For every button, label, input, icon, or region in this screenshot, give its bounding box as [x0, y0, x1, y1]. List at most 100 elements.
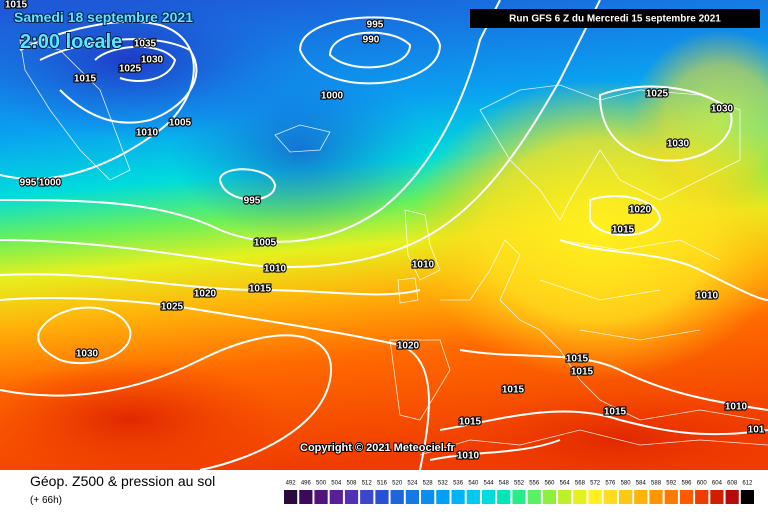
- scale-swatch: [436, 490, 450, 504]
- isobar-label: 1025: [119, 64, 142, 75]
- scale-swatch: [421, 490, 435, 504]
- run-info: Run GFS 6 Z du Mercredi 15 septembre 202…: [509, 14, 721, 25]
- isobar-label: 1035: [134, 39, 157, 50]
- isobar-label: 1015: [74, 74, 97, 85]
- isobar-label: 1025: [646, 89, 669, 100]
- scale-swatch: [740, 490, 754, 504]
- scale-swatch: [329, 490, 343, 504]
- coastlines: [19, 39, 768, 456]
- ridge-area: [630, 30, 768, 210]
- isobar-label: 1010: [696, 291, 719, 302]
- scale-label: 592: [666, 481, 677, 487]
- scale-swatch: [603, 490, 617, 504]
- scale-swatch: [573, 490, 587, 504]
- isobar-label: 1015: [566, 354, 589, 365]
- scale-label: 604: [712, 481, 723, 487]
- scale-swatch: [360, 490, 374, 504]
- scale-label: 612: [742, 481, 753, 487]
- scale-label: 516: [377, 481, 388, 487]
- isobar-label: 1010: [264, 264, 287, 275]
- isobar-label: 1015: [249, 284, 272, 295]
- scale-swatch: [649, 490, 663, 504]
- scale-label: 508: [347, 481, 358, 487]
- scale-swatch: [664, 490, 678, 504]
- footer-lead: (+ 66h): [30, 495, 62, 506]
- scale-label: 532: [438, 481, 449, 487]
- scale-label: 576: [605, 481, 616, 487]
- isobar-label: 1015: [459, 417, 482, 428]
- isobar-label: 1020: [194, 289, 217, 300]
- scale-label: 520: [392, 481, 403, 487]
- scale-label: 552: [514, 481, 525, 487]
- scale-label: 588: [651, 481, 662, 487]
- scale-swatch: [497, 490, 511, 504]
- scale-swatch: [405, 490, 420, 504]
- isobar-label: 1015: [502, 385, 525, 396]
- scale-label: 564: [560, 481, 571, 487]
- scale-label: 548: [499, 481, 510, 487]
- scale-label: 568: [575, 481, 586, 487]
- isobar-label: 995: [367, 20, 384, 31]
- scale-label: 504: [331, 481, 342, 487]
- isobar-label: 1005: [254, 238, 277, 249]
- scale-label: 544: [484, 481, 495, 487]
- low-area: [170, 60, 430, 240]
- scale-swatch: [466, 490, 480, 504]
- forecast-time: 2:00 locale: [20, 31, 122, 53]
- isobar-label: 1000: [321, 91, 344, 102]
- isobar-label: 1015: [571, 367, 594, 378]
- isobar-label: 995: [20, 178, 37, 189]
- scale-swatch: [679, 490, 694, 504]
- isobar-label: 1015: [604, 407, 627, 418]
- scale-swatch: [481, 490, 496, 504]
- isobar-label: 1025: [161, 302, 184, 313]
- scale-swatch: [634, 490, 648, 504]
- isobars: [0, 0, 768, 470]
- scale-swatch: [451, 490, 465, 504]
- isobar-label: 1000: [39, 178, 62, 189]
- scale-swatch: [344, 490, 359, 504]
- isobar-label: 1020: [629, 205, 652, 216]
- scale-swatch: [710, 490, 724, 504]
- run-banner: [470, 9, 760, 28]
- isobar-label: 1005: [169, 118, 192, 129]
- scale-label: 536: [453, 481, 464, 487]
- scale-label: 512: [362, 481, 373, 487]
- isobar-label: 1010: [457, 451, 480, 462]
- isobar-label: 1010: [136, 128, 159, 139]
- isobar-label: 1030: [667, 139, 690, 150]
- isobar-label: 990: [363, 35, 380, 46]
- isobar-label: 1010: [412, 260, 435, 271]
- warm-area: [450, 390, 768, 490]
- scale-label: 596: [681, 481, 692, 487]
- scale-swatch: [527, 490, 541, 504]
- isobar-label: 995: [244, 196, 261, 207]
- isobar-label: 1015: [612, 225, 635, 236]
- scale-swatch: [695, 490, 709, 504]
- scale-swatch: [299, 490, 313, 504]
- scale-label: 524: [407, 481, 418, 487]
- color-scale: 492 496 500 504 508 512 516 520 524 528 532 536 540 5…: [284, 481, 754, 504]
- scale-swatch: [314, 490, 328, 504]
- copyright: Copyright © 2021 Meteociel.fr: [300, 442, 456, 454]
- isobar-labels: 1015995990103510301025101510101005100099…: [4, 0, 766, 463]
- scale-swatch: [390, 490, 404, 504]
- isobar-label: 1030: [711, 104, 734, 115]
- scale-label: 600: [697, 481, 708, 487]
- scale-swatch: [375, 490, 389, 504]
- scale-label: 580: [621, 481, 632, 487]
- isobar-label: 101: [748, 425, 765, 436]
- scale-label: 560: [544, 481, 555, 487]
- scale-label: 572: [590, 481, 601, 487]
- scale-label: 500: [316, 481, 327, 487]
- isobar-label: 1030: [141, 55, 164, 66]
- scale-label: 608: [727, 481, 738, 487]
- isobar-label: 1020: [397, 341, 420, 352]
- isobar-label: 1030: [76, 349, 99, 360]
- isobar-label: 1015: [5, 0, 28, 11]
- scale-swatch: [558, 490, 572, 504]
- scale-swatch: [284, 490, 298, 504]
- footer-title: Géop. Z500 & pression au sol: [30, 473, 215, 489]
- scale-label: 556: [529, 481, 540, 487]
